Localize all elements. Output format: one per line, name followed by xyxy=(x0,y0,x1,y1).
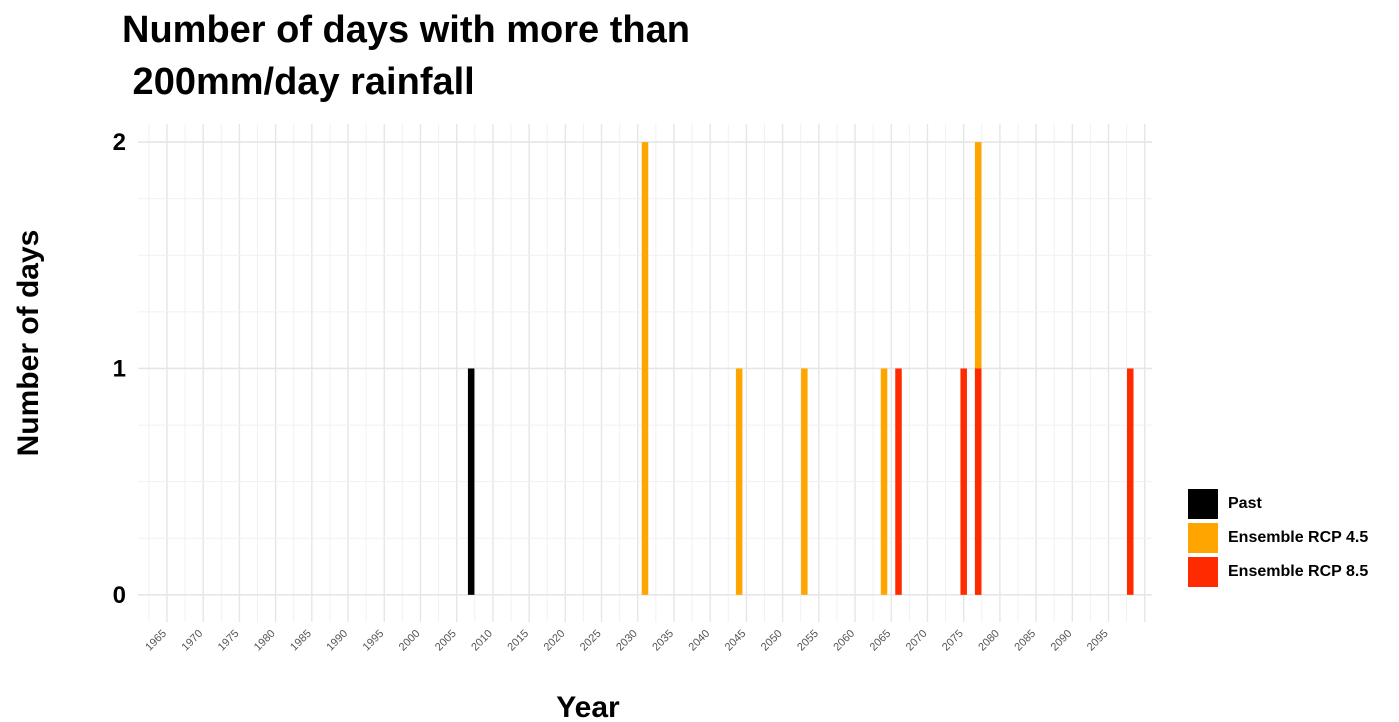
bar-ensemble-rcp-4-5-2053 xyxy=(801,368,808,595)
bars xyxy=(467,142,1134,595)
x-tick-label: 2085 xyxy=(1012,628,1038,654)
x-tick-label: 1990 xyxy=(324,628,350,654)
legend-swatch xyxy=(1188,489,1218,519)
bar-ensemble-rcp-4-5-2064 xyxy=(880,368,888,595)
x-tick-label: 2035 xyxy=(650,628,676,654)
x-tick-labels: 1965 1970 1975 1980 1985 1990 1995 2000 2005 2010… xyxy=(143,628,1110,654)
x-tick-label: 2005 xyxy=(433,628,459,654)
y-tick-labels: 0 1 2 xyxy=(113,129,126,609)
legend-label: Past xyxy=(1228,495,1262,512)
legend-label: Ensemble RCP 8.5 xyxy=(1228,563,1369,580)
x-tick-label: 2060 xyxy=(831,628,857,654)
legend-item: Ensemble RCP 4.5 xyxy=(1188,521,1398,555)
x-tick-label: 2030 xyxy=(614,628,640,654)
x-tick-label: 2065 xyxy=(868,628,894,654)
x-tick-label: 2090 xyxy=(1049,628,1075,654)
x-tick-label: 2070 xyxy=(904,628,930,654)
bar-past-2007 xyxy=(467,368,475,595)
x-tick-label: 2080 xyxy=(976,628,1002,654)
legend-swatch xyxy=(1188,523,1218,553)
x-tick-label: 1970 xyxy=(180,628,206,654)
x-tick-label: 2010 xyxy=(469,628,495,654)
x-tick-label: 1995 xyxy=(361,628,387,654)
bar-ensemble-rcp-4-5-2044 xyxy=(735,368,743,595)
x-tick-label: 1965 xyxy=(143,628,169,654)
legend-item: Past xyxy=(1188,487,1398,521)
x-tick-label: 2050 xyxy=(759,628,785,654)
x-axis-label: Year xyxy=(556,691,620,722)
x-tick-label: 2015 xyxy=(505,628,531,654)
y-axis-label: Number of days xyxy=(12,230,45,457)
y-tick-label: 1 xyxy=(113,355,126,382)
x-tick-label: 2055 xyxy=(795,628,821,654)
legend: Past Ensemble RCP 4.5 Ensemble RCP 8.5 xyxy=(1188,487,1398,589)
bar-ensemble-rcp-8-5-2066 xyxy=(895,368,902,595)
x-tick-label: 2095 xyxy=(1085,628,1111,654)
x-tick-label: 1975 xyxy=(216,628,242,654)
bar-ensemble-rcp-8-5-2098 xyxy=(1127,368,1134,595)
x-tick-label: 2040 xyxy=(687,628,713,654)
y-tick-label: 2 xyxy=(113,129,126,156)
x-tick-label: 2045 xyxy=(723,628,749,654)
bar-ensemble-rcp-4-5-2031 xyxy=(641,142,649,595)
x-tick-label: 1980 xyxy=(252,628,278,654)
legend-label: Ensemble RCP 4.5 xyxy=(1228,529,1369,546)
bar-ensemble-rcp-8-5-2077 xyxy=(974,368,982,595)
legend-item: Ensemble RCP 8.5 xyxy=(1188,555,1398,589)
chart-title: Number of days with more than 200mm/day … xyxy=(122,4,842,108)
chart-title-line-2: 200mm/day rainfall xyxy=(122,61,475,103)
x-tick-label: 2075 xyxy=(940,628,966,654)
x-tick-label: 2000 xyxy=(397,628,423,654)
x-tick-label: 2020 xyxy=(542,628,568,654)
bar-ensemble-rcp-8-5-2075 xyxy=(960,368,967,595)
chart-title-line-1: Number of days with more than xyxy=(122,9,690,51)
y-tick-label: 0 xyxy=(113,582,126,609)
x-tick-label: 2025 xyxy=(578,628,604,654)
legend-swatch xyxy=(1188,557,1218,587)
x-tick-label: 1985 xyxy=(288,628,314,654)
